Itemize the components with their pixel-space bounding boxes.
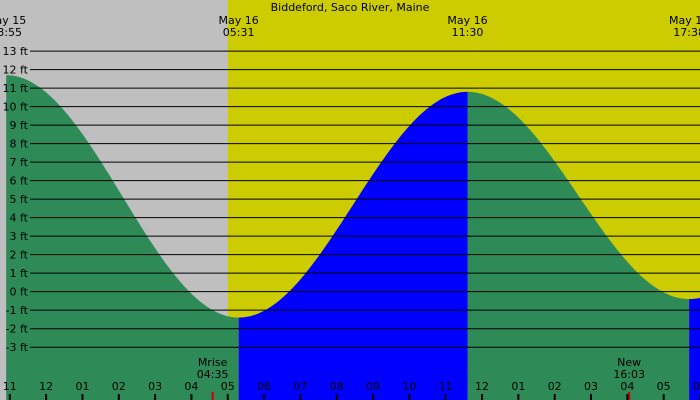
y-tick-label: -3 ft	[6, 341, 29, 354]
y-tick-label: 2 ft	[10, 249, 29, 262]
extremum-date-label: May 16	[447, 14, 487, 27]
x-tick-label: 12	[475, 380, 489, 393]
x-tick-label: 07	[293, 380, 307, 393]
moon-event-time: 16:03	[613, 368, 645, 381]
extremum-time-label: 05:31	[223, 26, 255, 39]
x-tick-label: 12	[39, 380, 53, 393]
x-tick-label: 02	[112, 380, 126, 393]
x-tick-label: 01	[75, 380, 89, 393]
rising-tide-area	[238, 91, 468, 400]
x-tick-label: 06	[693, 380, 700, 393]
x-tick-label: 10	[402, 380, 416, 393]
y-tick-label: 12 ft	[3, 64, 29, 77]
extremum-date-label: May 16	[219, 14, 259, 27]
chart-title: Biddeford, Saco River, Maine	[271, 1, 430, 14]
x-tick-label: 11	[3, 380, 17, 393]
y-tick-label: 11 ft	[3, 82, 29, 95]
height-gridlines	[30, 50, 700, 348]
y-tick-label: -1 ft	[6, 304, 29, 317]
moon-event-name: Mrise	[198, 356, 228, 369]
x-tick-label: 03	[148, 380, 162, 393]
x-tick-label: 04	[184, 380, 198, 393]
rising-tide-area	[689, 297, 700, 400]
x-tick-label: 04	[620, 380, 634, 393]
extremum-date-label: May 16	[669, 14, 700, 27]
extremum-time-label: 11:30	[452, 26, 484, 39]
y-tick-label: 4 ft	[10, 212, 29, 225]
x-tick-label: 09	[366, 380, 380, 393]
moon-event-time: 04:35	[197, 368, 229, 381]
y-tick-label: 5 ft	[10, 193, 29, 206]
moon-event-name: New	[617, 356, 641, 369]
x-tick-label: 06	[257, 380, 271, 393]
y-tick-label: 7 ft	[10, 156, 29, 169]
x-tick-label: 05	[221, 380, 235, 393]
y-tick-label: 6 ft	[10, 175, 29, 188]
y-tick-label: 1 ft	[10, 267, 29, 280]
x-tick-label: 08	[330, 380, 344, 393]
y-tick-label: -2 ft	[6, 323, 29, 336]
y-tick-label: 8 ft	[10, 138, 29, 151]
falling-tide-area	[6, 75, 239, 400]
y-tick-label: 3 ft	[10, 230, 29, 243]
x-tick-label: 01	[511, 380, 525, 393]
y-tick-label: 13 ft	[3, 45, 29, 58]
falling-tide-area	[467, 91, 690, 400]
y-tick-label: 10 ft	[3, 101, 29, 114]
x-tick-label: 11	[439, 380, 453, 393]
x-tick-label: 05	[657, 380, 671, 393]
y-tick-label: 9 ft	[10, 119, 29, 132]
extremum-time-label: 23:55	[0, 26, 22, 39]
extremum-time-label: 17:38	[673, 26, 700, 39]
x-axis-ticks: 11 12 01 02 03 04 05 06 07 08 09 10 11 12 01 02 03 04 05 06	[3, 380, 700, 400]
tide-fill-areas	[6, 75, 700, 400]
extremum-date-label: May 15	[0, 14, 26, 27]
y-tick-label: 0 ft	[10, 286, 29, 299]
x-tick-label: 03	[584, 380, 598, 393]
y-axis-labels: 13 ft 12 ft 11 ft 10 ft 9 ft 8 ft 7 ft 6 ft 5 ft…	[3, 45, 29, 354]
x-tick-label: 02	[548, 380, 562, 393]
